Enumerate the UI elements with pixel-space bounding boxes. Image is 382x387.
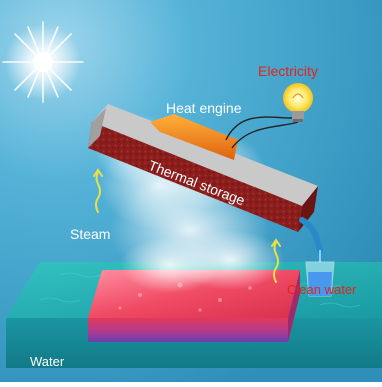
steam-label: Steam <box>70 226 111 242</box>
electricity-label: Electricity <box>258 63 318 79</box>
light-bulb-icon <box>283 83 313 122</box>
clean-water-label: Clean water <box>287 282 357 297</box>
condensate-pipe <box>299 217 323 262</box>
water-glass-icon <box>305 261 335 297</box>
sun-icon <box>2 21 84 103</box>
thermal-storage-block <box>88 104 318 232</box>
heat-engine <box>150 114 238 160</box>
steam-arrow-icon <box>93 168 103 213</box>
water-label: Water <box>30 354 65 369</box>
electric-wires <box>225 116 299 149</box>
heat-engine-label: Heat engine <box>166 100 242 116</box>
clean-water-arrow-icon <box>271 238 281 283</box>
